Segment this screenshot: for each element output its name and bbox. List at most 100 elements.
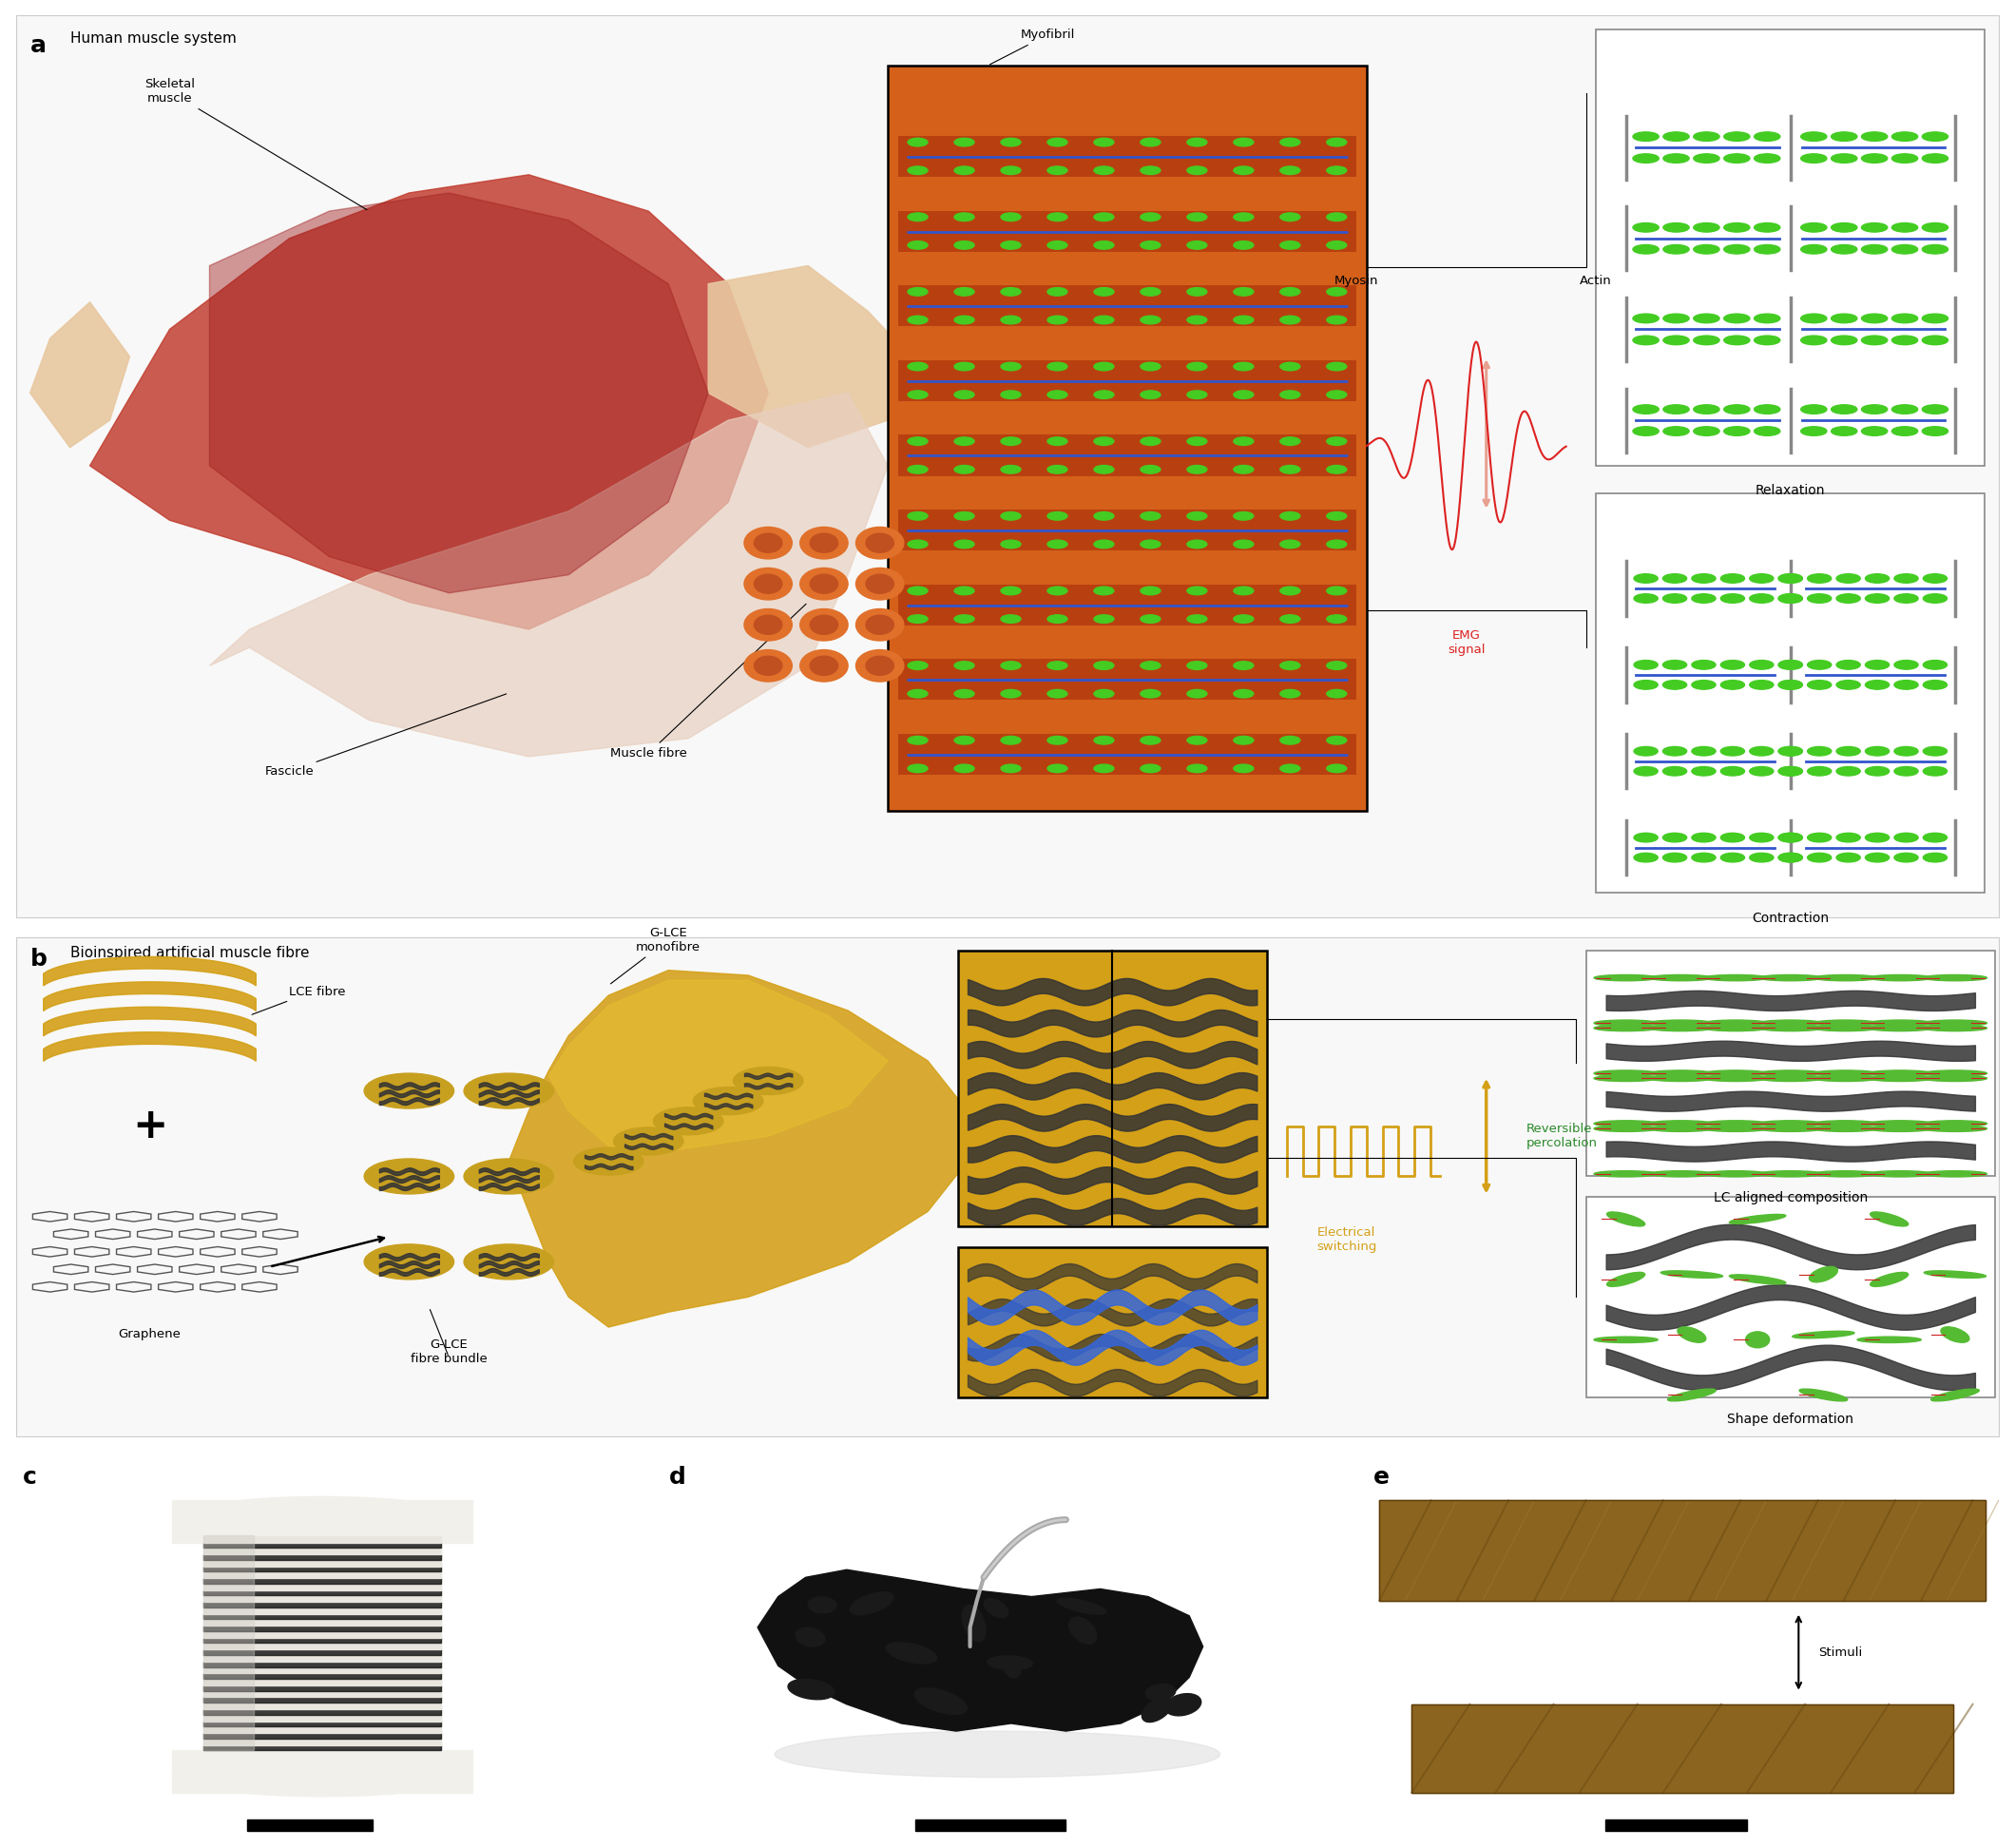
Ellipse shape: [1807, 660, 1832, 669]
Ellipse shape: [955, 288, 975, 296]
Ellipse shape: [1807, 575, 1832, 582]
Ellipse shape: [909, 362, 927, 371]
Ellipse shape: [1866, 575, 1890, 582]
Ellipse shape: [1858, 1336, 1920, 1343]
Ellipse shape: [1868, 1076, 1932, 1081]
Text: d: d: [669, 1465, 685, 1489]
Ellipse shape: [1662, 336, 1689, 346]
Ellipse shape: [1058, 1599, 1106, 1615]
Bar: [204, 1567, 441, 1571]
Ellipse shape: [1048, 512, 1068, 519]
Bar: [204, 1619, 441, 1626]
Ellipse shape: [744, 527, 792, 558]
Ellipse shape: [1866, 854, 1890, 863]
Ellipse shape: [1187, 662, 1207, 669]
Ellipse shape: [1094, 765, 1114, 772]
Ellipse shape: [1187, 213, 1207, 222]
Ellipse shape: [1836, 660, 1860, 669]
Ellipse shape: [1233, 765, 1253, 772]
Ellipse shape: [1759, 1076, 1822, 1081]
Ellipse shape: [1187, 765, 1207, 772]
Polygon shape: [44, 1007, 256, 1037]
Ellipse shape: [1894, 575, 1918, 582]
Bar: [204, 1626, 441, 1632]
Ellipse shape: [1632, 153, 1658, 163]
Ellipse shape: [1725, 427, 1749, 436]
Ellipse shape: [1721, 747, 1745, 756]
Ellipse shape: [1187, 390, 1207, 399]
Ellipse shape: [1755, 131, 1779, 140]
Bar: [957, 1247, 1267, 1397]
Ellipse shape: [1779, 833, 1803, 843]
Ellipse shape: [1140, 288, 1161, 296]
Ellipse shape: [1894, 593, 1918, 602]
Ellipse shape: [1048, 540, 1068, 549]
Bar: [1380, 1501, 1985, 1600]
Polygon shape: [91, 176, 768, 630]
Ellipse shape: [1594, 974, 1658, 981]
Ellipse shape: [1721, 767, 1745, 776]
Ellipse shape: [1807, 854, 1832, 863]
Text: Stimuli: Stimuli: [1818, 1647, 1862, 1658]
Ellipse shape: [1187, 362, 1207, 371]
Bar: [204, 1691, 441, 1696]
Bar: [899, 434, 1356, 475]
Ellipse shape: [1187, 139, 1207, 146]
Text: Graphene: Graphene: [119, 1327, 181, 1340]
Ellipse shape: [1868, 974, 1932, 981]
Ellipse shape: [1705, 974, 1767, 981]
Ellipse shape: [808, 1597, 836, 1613]
Ellipse shape: [1634, 680, 1658, 689]
Bar: [1586, 950, 1995, 1177]
Ellipse shape: [856, 567, 905, 601]
Ellipse shape: [1705, 1120, 1767, 1127]
Ellipse shape: [754, 615, 782, 634]
Ellipse shape: [1759, 1120, 1822, 1127]
Ellipse shape: [1594, 1336, 1658, 1343]
Ellipse shape: [1922, 131, 1949, 140]
Ellipse shape: [963, 1604, 985, 1641]
Text: e: e: [1372, 1465, 1388, 1489]
Ellipse shape: [1094, 213, 1114, 222]
Ellipse shape: [754, 656, 782, 675]
Ellipse shape: [1894, 854, 1918, 863]
Ellipse shape: [1749, 833, 1773, 843]
Bar: [1596, 30, 1985, 466]
Ellipse shape: [1140, 689, 1161, 699]
Text: Human muscle system: Human muscle system: [71, 31, 236, 46]
Ellipse shape: [1140, 540, 1161, 549]
Ellipse shape: [1048, 288, 1068, 296]
Ellipse shape: [1749, 680, 1773, 689]
Ellipse shape: [1755, 224, 1779, 233]
Ellipse shape: [1094, 316, 1114, 323]
Ellipse shape: [1922, 660, 1946, 669]
Ellipse shape: [1280, 438, 1300, 445]
Ellipse shape: [1648, 1125, 1713, 1131]
Ellipse shape: [1836, 593, 1860, 602]
Ellipse shape: [1922, 1070, 1987, 1076]
Polygon shape: [758, 1569, 1203, 1732]
Ellipse shape: [1759, 1026, 1822, 1031]
Ellipse shape: [1648, 1076, 1713, 1081]
Ellipse shape: [744, 608, 792, 641]
Ellipse shape: [1233, 240, 1253, 249]
Bar: [899, 510, 1356, 551]
Bar: [204, 1733, 441, 1739]
Bar: [204, 1554, 441, 1560]
Ellipse shape: [1862, 224, 1888, 233]
Ellipse shape: [365, 1159, 453, 1194]
Ellipse shape: [1693, 131, 1719, 140]
Ellipse shape: [955, 390, 975, 399]
Ellipse shape: [1094, 362, 1114, 371]
Ellipse shape: [1048, 689, 1068, 699]
Ellipse shape: [1693, 314, 1719, 323]
Ellipse shape: [909, 540, 927, 549]
Ellipse shape: [1779, 575, 1803, 582]
Text: c: c: [22, 1465, 36, 1489]
Ellipse shape: [810, 575, 838, 593]
Ellipse shape: [1922, 593, 1946, 602]
Ellipse shape: [1729, 1214, 1785, 1223]
Ellipse shape: [1632, 244, 1658, 253]
Ellipse shape: [1759, 1070, 1822, 1076]
Ellipse shape: [1634, 575, 1658, 582]
